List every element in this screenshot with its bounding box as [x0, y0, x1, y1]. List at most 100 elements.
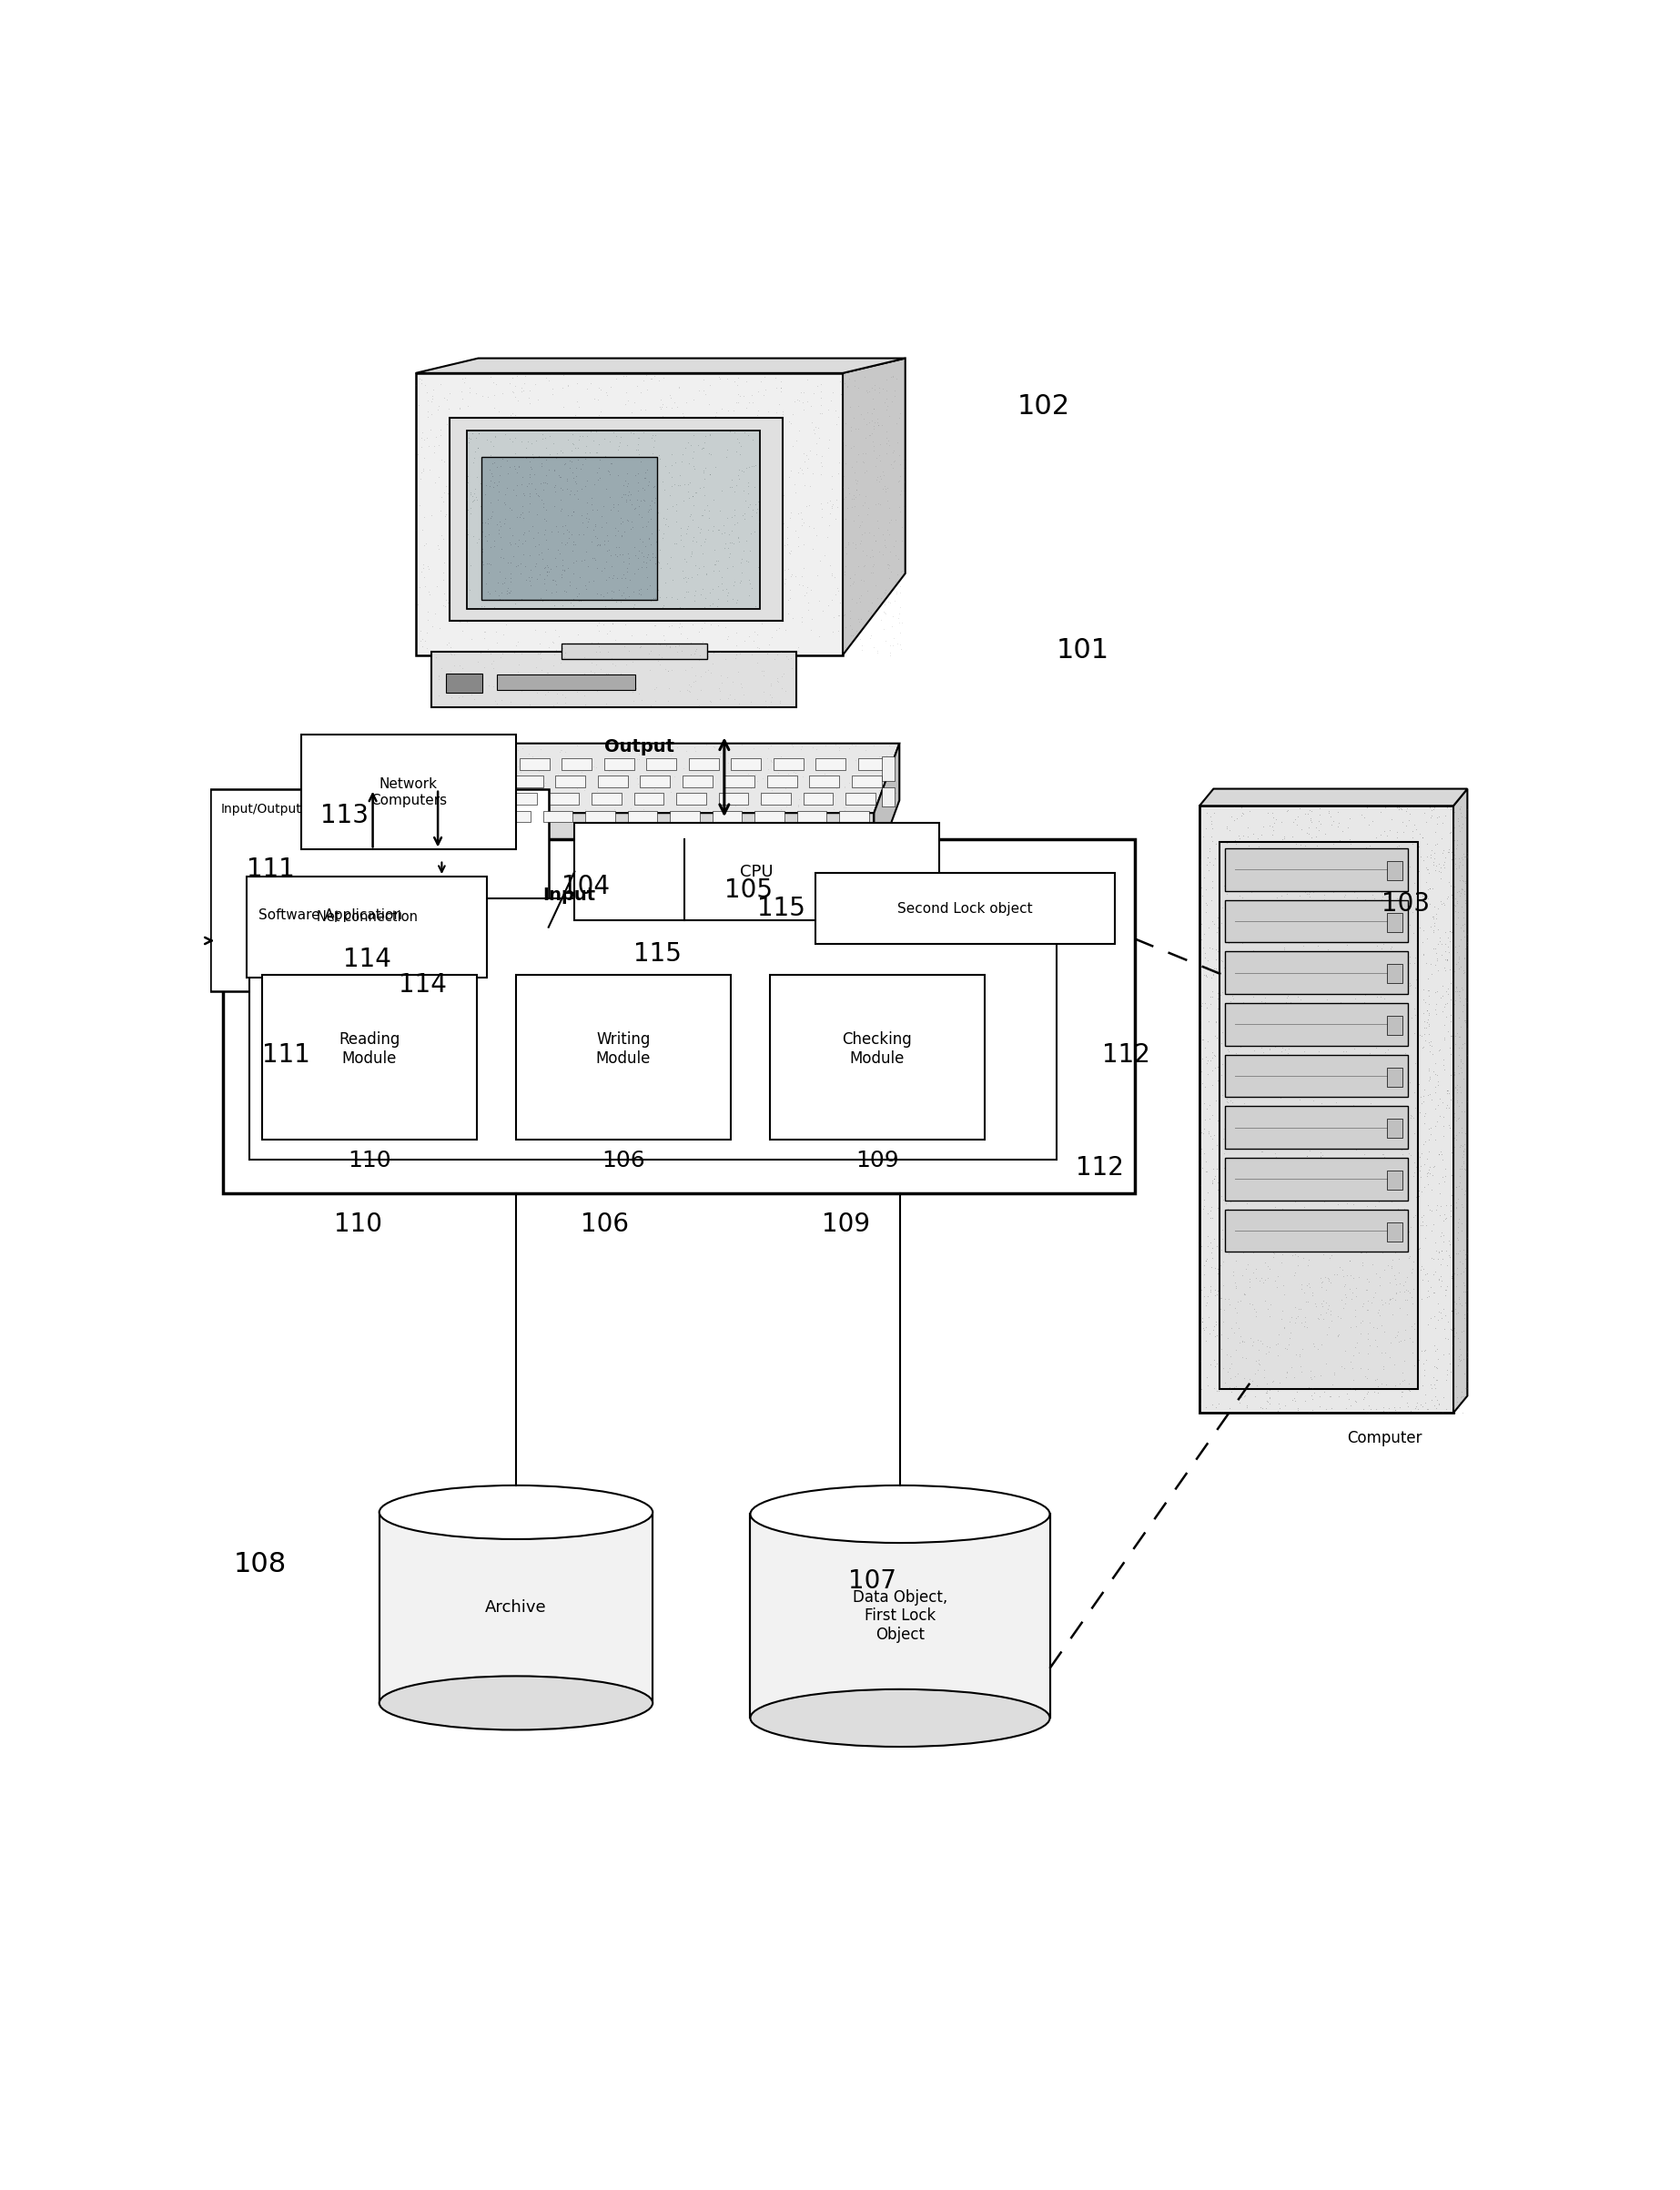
Point	[638, 561, 665, 596]
Point	[1326, 1270, 1352, 1305]
Point	[815, 431, 842, 466]
Point	[640, 762, 667, 797]
Point	[1257, 1373, 1284, 1408]
Point	[583, 528, 610, 563]
Point	[1200, 863, 1226, 898]
Point	[1332, 1345, 1359, 1380]
Point	[638, 484, 665, 519]
Point	[1334, 1226, 1361, 1261]
Point	[533, 458, 559, 493]
Point	[714, 583, 741, 618]
Point	[1218, 1134, 1245, 1169]
Point	[1280, 977, 1307, 1012]
Point	[680, 578, 707, 613]
Point	[1299, 819, 1326, 854]
Point	[571, 469, 598, 504]
Point	[1421, 904, 1448, 940]
Point	[874, 471, 900, 506]
Point	[1314, 1069, 1341, 1104]
Point	[1361, 900, 1388, 935]
Point	[1309, 1084, 1336, 1119]
Point	[1336, 1130, 1362, 1165]
Point	[867, 458, 894, 493]
Point	[1294, 1097, 1320, 1132]
Point	[890, 464, 917, 499]
Point	[538, 515, 564, 550]
Point	[524, 497, 551, 532]
Point	[1383, 1369, 1410, 1404]
Point	[1441, 1395, 1468, 1430]
Point	[729, 453, 756, 488]
Point	[1230, 926, 1257, 961]
Point	[1322, 1139, 1349, 1174]
Point	[504, 499, 531, 534]
Point	[823, 771, 850, 806]
Point	[556, 473, 583, 508]
Point	[1453, 834, 1480, 869]
Point	[1307, 806, 1334, 841]
Point	[640, 469, 667, 504]
Point	[822, 502, 848, 537]
Point	[1268, 1077, 1295, 1113]
Point	[502, 550, 529, 585]
Point	[1215, 1034, 1242, 1069]
Point	[450, 519, 477, 554]
Point	[1300, 933, 1327, 968]
Point	[1324, 1187, 1351, 1222]
Point	[477, 466, 504, 502]
Point	[778, 532, 805, 567]
Point	[1268, 1279, 1295, 1314]
Point	[1366, 1292, 1393, 1327]
Point	[1352, 1016, 1379, 1051]
Point	[1295, 898, 1322, 933]
Point	[1362, 863, 1389, 898]
Point	[477, 530, 504, 565]
Point	[1344, 1145, 1371, 1180]
Point	[1396, 1021, 1423, 1056]
Point	[598, 449, 625, 484]
Point	[838, 626, 865, 661]
Point	[874, 392, 900, 427]
Point	[1445, 848, 1472, 883]
Point	[1319, 898, 1346, 933]
Point	[689, 458, 716, 493]
Point	[1381, 1176, 1408, 1211]
Point	[1344, 1226, 1371, 1261]
Point	[1319, 1021, 1346, 1056]
Point	[509, 517, 536, 552]
Point	[1331, 1351, 1357, 1386]
Point	[727, 782, 754, 817]
Point	[1403, 1102, 1430, 1137]
Point	[1302, 948, 1329, 983]
Point	[640, 359, 667, 394]
Point	[1374, 1362, 1401, 1397]
Point	[1210, 1244, 1236, 1279]
Point	[1203, 1150, 1230, 1185]
Point	[721, 473, 748, 508]
Point	[551, 445, 578, 480]
Point	[1287, 981, 1314, 1016]
Point	[642, 480, 669, 515]
Point	[605, 429, 632, 464]
Point	[887, 554, 914, 589]
Point	[583, 550, 610, 585]
Point	[1445, 823, 1472, 858]
Point	[454, 510, 480, 545]
Point	[1310, 1283, 1337, 1318]
Point	[1361, 1145, 1388, 1180]
Point	[1257, 808, 1284, 843]
Point	[803, 517, 830, 552]
Point	[1356, 878, 1383, 913]
Point	[1280, 1106, 1307, 1141]
Point	[1203, 1021, 1230, 1056]
Point	[1450, 806, 1477, 841]
Point	[1411, 1106, 1438, 1141]
Point	[1388, 1347, 1415, 1382]
Point	[1262, 1321, 1289, 1356]
Point	[1396, 1198, 1423, 1233]
Point	[1357, 832, 1384, 867]
Point	[1435, 1303, 1462, 1338]
Point	[534, 414, 561, 449]
Point	[449, 361, 475, 396]
Point	[1430, 994, 1457, 1029]
